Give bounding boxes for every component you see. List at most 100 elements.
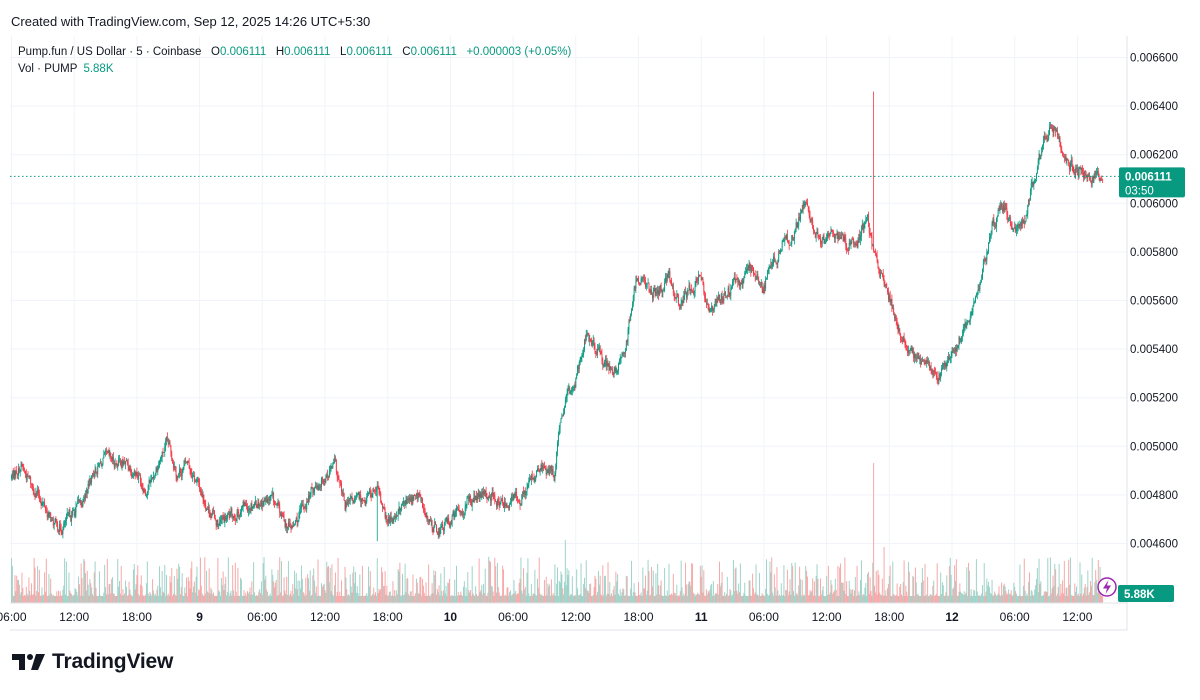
candle-body bbox=[520, 504, 522, 506]
legend-volume-label[interactable]: Vol · PUMP bbox=[18, 63, 78, 75]
candle-body bbox=[298, 515, 300, 521]
volume-bar bbox=[97, 595, 99, 603]
candle-body bbox=[759, 284, 760, 285]
volume-bar bbox=[427, 595, 429, 603]
legend-symbol[interactable]: Pump.fun / US Dollar · 5 · Coinbase bbox=[18, 46, 202, 58]
volume-bar bbox=[251, 581, 253, 603]
candle-body bbox=[327, 475, 329, 478]
candle-body bbox=[921, 359, 923, 362]
tradingview-logo[interactable]: TradingView bbox=[12, 650, 173, 674]
volume-bar bbox=[496, 562, 498, 603]
candle-body bbox=[884, 284, 886, 286]
volume-bar bbox=[51, 593, 53, 603]
volume-bar bbox=[1008, 589, 1010, 603]
candle-body bbox=[638, 278, 639, 283]
candle-body bbox=[717, 297, 719, 300]
candle-body bbox=[292, 525, 294, 527]
candle-body bbox=[626, 341, 628, 342]
candle-body bbox=[1097, 170, 1099, 176]
candle-body bbox=[721, 294, 723, 299]
candle-body bbox=[960, 340, 962, 342]
volume-bar bbox=[373, 587, 375, 603]
volume-bar bbox=[1078, 595, 1080, 603]
volume-bar bbox=[560, 571, 562, 603]
volume-bar bbox=[1041, 596, 1043, 603]
candle-body bbox=[827, 233, 828, 238]
candle-body bbox=[1070, 159, 1072, 163]
volume-bar bbox=[584, 577, 586, 603]
volume-bar bbox=[489, 560, 491, 603]
candle-body bbox=[19, 470, 21, 473]
volume-bar bbox=[295, 573, 297, 603]
volume-bar bbox=[462, 586, 464, 603]
candle-body bbox=[687, 290, 689, 291]
volume-bar bbox=[1083, 587, 1085, 603]
volume-bar bbox=[993, 595, 995, 603]
candle-body bbox=[978, 289, 980, 290]
volume-bar bbox=[738, 583, 740, 603]
volume-bar bbox=[598, 584, 600, 603]
candle-body bbox=[356, 494, 358, 496]
volume-bar bbox=[439, 595, 441, 603]
legend-high: 0.006111 bbox=[284, 46, 331, 58]
volume-bar bbox=[405, 592, 407, 603]
volume-bar bbox=[445, 585, 447, 603]
candle-body bbox=[21, 464, 23, 466]
volume-bar bbox=[469, 590, 471, 603]
volume-bar bbox=[383, 585, 385, 603]
volume-bar bbox=[94, 561, 96, 603]
candle-body bbox=[463, 513, 465, 515]
candle-body bbox=[65, 520, 66, 523]
volume-bar bbox=[914, 595, 916, 603]
volume-bar bbox=[739, 592, 741, 603]
volume-bar bbox=[366, 593, 368, 603]
volume-bar bbox=[341, 595, 343, 603]
candle-body bbox=[1063, 157, 1065, 159]
volume-bar bbox=[669, 594, 671, 603]
candle-body bbox=[530, 475, 532, 480]
volume-bar bbox=[1007, 593, 1009, 603]
volume-bar bbox=[51, 595, 53, 603]
candle-body bbox=[650, 289, 652, 293]
volume-bar bbox=[930, 594, 932, 603]
candle-body bbox=[410, 497, 412, 503]
candle-body bbox=[456, 507, 457, 512]
volume-bar bbox=[975, 595, 977, 603]
volume-bar bbox=[934, 595, 936, 603]
candle-body bbox=[995, 226, 996, 228]
candle-body bbox=[368, 492, 369, 494]
volume-bar bbox=[1028, 581, 1030, 603]
volume-bar bbox=[328, 582, 330, 603]
volume-bar bbox=[963, 591, 965, 603]
volume-bar bbox=[828, 594, 830, 603]
candle-body bbox=[942, 363, 944, 368]
candle-body bbox=[285, 524, 287, 528]
candle-body bbox=[22, 465, 24, 467]
volume-bar bbox=[112, 593, 114, 603]
volume-bar bbox=[551, 595, 553, 603]
candle-body bbox=[632, 296, 634, 306]
volume-bar bbox=[81, 578, 83, 603]
volume-bar bbox=[512, 594, 514, 603]
volume-bar bbox=[860, 560, 862, 603]
candle-body bbox=[510, 502, 511, 505]
volume-bar bbox=[503, 569, 505, 603]
candle-body bbox=[900, 333, 902, 340]
volume-bar bbox=[981, 593, 983, 603]
volume-bar bbox=[597, 571, 599, 603]
volume-bar bbox=[179, 594, 181, 603]
candle-body bbox=[624, 352, 626, 354]
volume-bar bbox=[478, 558, 480, 603]
candle-body bbox=[227, 514, 228, 519]
volume-bar bbox=[732, 594, 734, 603]
candle-body bbox=[1050, 125, 1052, 128]
candle-body bbox=[773, 256, 774, 265]
volume-bar bbox=[358, 595, 360, 603]
volume-bar bbox=[788, 591, 790, 603]
volume-bar bbox=[667, 595, 669, 603]
volume-bar bbox=[877, 569, 879, 603]
candle-body bbox=[784, 236, 786, 242]
volume-bar bbox=[521, 590, 523, 603]
volume-bar bbox=[918, 595, 920, 603]
